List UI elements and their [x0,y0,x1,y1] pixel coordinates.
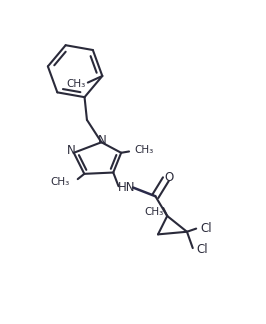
Text: Cl: Cl [200,222,212,235]
Text: CH₃: CH₃ [145,207,164,217]
Text: O: O [165,171,174,184]
Text: CH₃: CH₃ [66,79,86,89]
Text: Cl: Cl [197,243,208,256]
Text: CH₃: CH₃ [134,145,153,155]
Text: N: N [98,134,107,147]
Text: CH₃: CH₃ [50,177,69,187]
Text: N: N [66,144,75,157]
Text: HN: HN [118,181,135,194]
